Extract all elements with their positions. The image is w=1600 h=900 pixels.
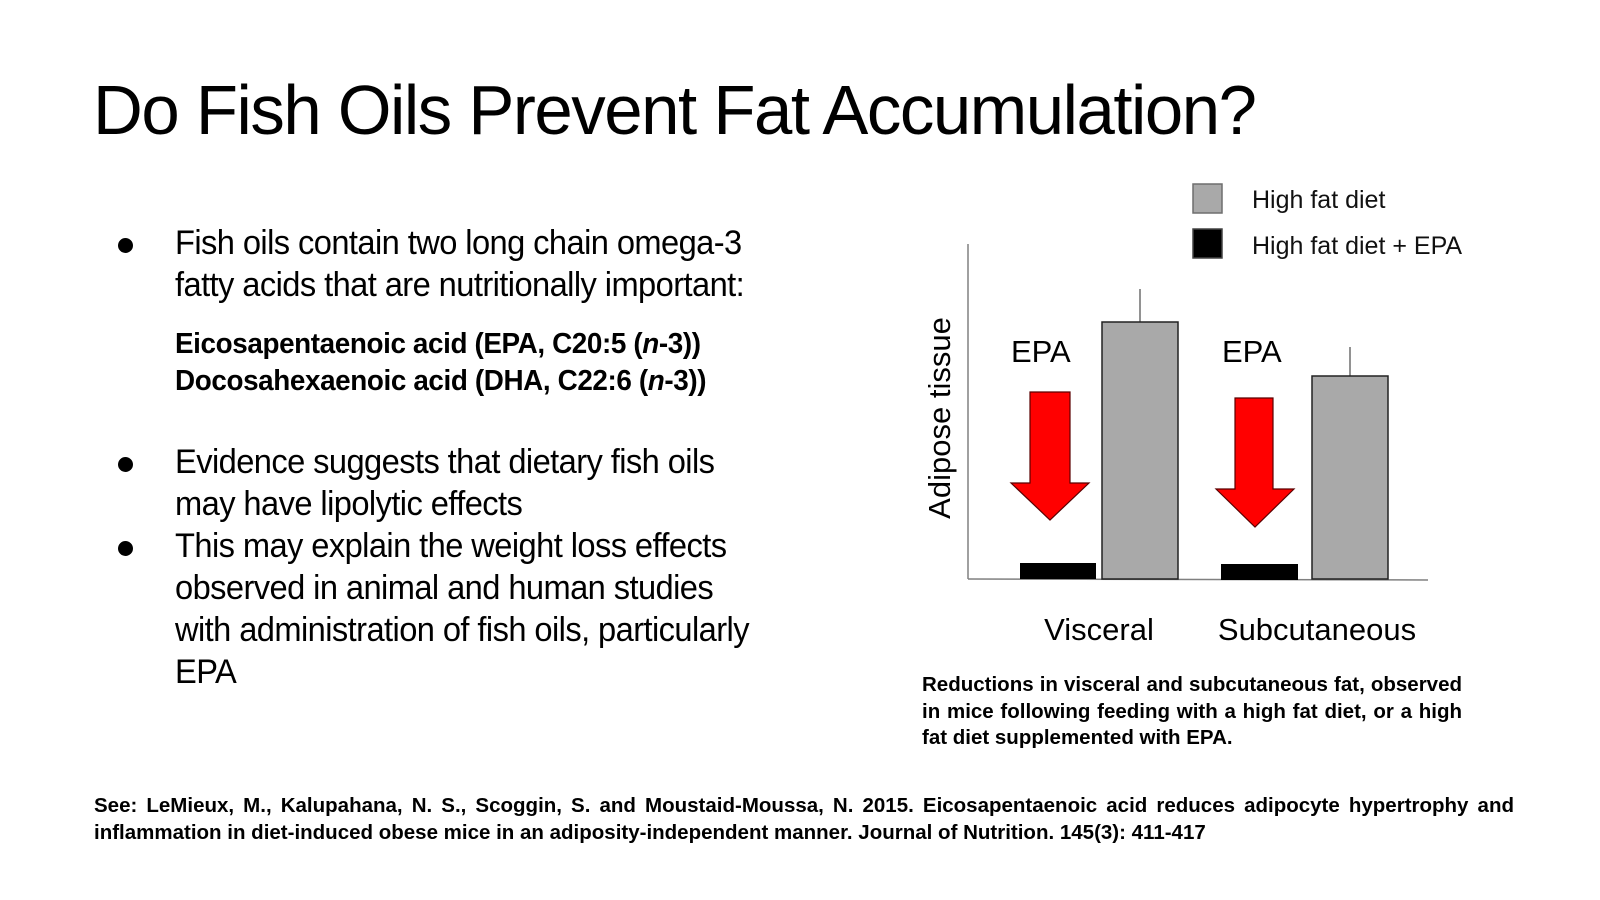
down-arrow-icon: [1214, 397, 1296, 528]
bar-visceral-high-fat: [1101, 321, 1179, 580]
reference-citation: See: LeMieux, M., Kalupahana, N. S., Sco…: [94, 794, 1514, 844]
bar-subcutaneous-high-fat-epa: [1221, 564, 1298, 580]
epa-annotation-subcutaneous: EPA: [1222, 334, 1282, 369]
bullet-line: Fish oils contain two long chain omega-3: [175, 224, 742, 262]
legend-swatch-high-fat-epa: [1192, 228, 1223, 259]
bullet-line: may have lipolytic effects: [175, 485, 523, 523]
chart-legend: High fat diet High fat diet + EPA: [1192, 183, 1462, 260]
bar-subcutaneous-high-fat: [1311, 375, 1389, 580]
bullet-item-weight-loss: This may explain the weight loss effects…: [118, 525, 838, 693]
x-tick-visceral: Visceral: [1044, 612, 1154, 647]
bullet-dot-icon: [118, 541, 133, 556]
bullet-line: observed in animal and human studies: [175, 569, 714, 607]
legend-swatch-high-fat: [1192, 183, 1223, 214]
bullet-item-evidence: Evidence suggests that dietary fish oils…: [118, 441, 838, 525]
figure-caption: Reductions in visceral and subcutaneous …: [922, 673, 1462, 749]
bullet-line: with administration of fish oils, partic…: [175, 611, 750, 649]
fatty-acid-dha: Docosahexaenoic acid (DHA, C22:6 (n-3)): [175, 365, 707, 397]
legend-label-high-fat-epa: High fat diet + EPA: [1252, 232, 1462, 260]
fatty-acid-epa: Eicosapentaenoic acid (EPA, C20:5 (n-3)): [175, 328, 701, 360]
x-tick-subcutaneous: Subcutaneous: [1218, 612, 1416, 647]
legend-label-high-fat: High fat diet: [1252, 186, 1385, 214]
bullet-list: Fish oils contain two long chain omega-3…: [118, 222, 838, 693]
slide-title: Do Fish Oils Prevent Fat Accumulation?: [93, 71, 1257, 149]
bullet-line: Evidence suggests that dietary fish oils: [175, 443, 715, 481]
bullet-item-omega3: Fish oils contain two long chain omega-3…: [118, 222, 838, 306]
bar-visceral-high-fat-epa: [1020, 563, 1096, 579]
bullet-dot-icon: [118, 238, 133, 253]
bullet-line: This may explain the weight loss effects: [175, 527, 727, 565]
epa-annotation-visceral: EPA: [1011, 334, 1071, 369]
fatty-acid-list: Eicosapentaenoic acid (EPA, C20:5 (n-3))…: [175, 326, 838, 400]
down-arrow-icon: [1009, 391, 1091, 521]
bullet-line: EPA: [175, 653, 237, 691]
bullet-dot-icon: [118, 457, 133, 472]
bullet-line: fatty acids that are nutritionally impor…: [175, 266, 745, 304]
y-axis-label: Adipose tissue: [922, 317, 957, 519]
x-axis: [967, 578, 1429, 581]
